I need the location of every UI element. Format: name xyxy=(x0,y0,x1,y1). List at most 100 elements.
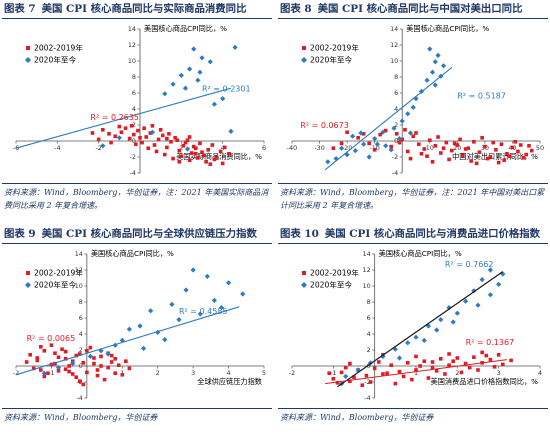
data-point-square xyxy=(425,154,429,158)
legend-marker-diamond xyxy=(25,57,31,63)
data-point-square xyxy=(101,128,105,132)
data-point-diamond xyxy=(425,323,431,329)
data-point-diamond xyxy=(116,135,122,141)
data-point-square xyxy=(95,368,100,372)
y-axis-label: 美国核心商品CPI同比，% xyxy=(91,249,174,258)
data-point-diamond xyxy=(187,66,193,72)
legend-label: 2020年至今 xyxy=(34,55,77,65)
data-point-square xyxy=(99,354,103,359)
x-tick-label: 6 xyxy=(262,144,266,152)
data-point-square xyxy=(477,150,482,154)
x-tick-label: -4 xyxy=(54,144,60,152)
y-tick-label: -2 xyxy=(130,153,136,161)
data-point-diamond xyxy=(355,367,361,373)
data-point-square xyxy=(214,155,219,159)
data-point-square xyxy=(53,351,57,355)
data-point-diamond xyxy=(487,267,493,273)
data-point-square xyxy=(169,140,173,144)
data-point-square xyxy=(167,132,171,136)
data-point-square xyxy=(416,142,421,146)
legend-marker-square xyxy=(26,46,30,50)
data-point-diamond xyxy=(211,297,217,303)
data-point-diamond xyxy=(352,148,358,154)
data-point-square xyxy=(488,357,493,362)
x-tick-label: 5 xyxy=(262,369,266,377)
data-point-square xyxy=(49,343,54,347)
data-point-square xyxy=(148,131,153,135)
data-point-square xyxy=(191,144,196,149)
r-squared-label: R² = 0.4585 xyxy=(179,307,228,316)
data-point-square xyxy=(95,373,100,378)
data-point-diamond xyxy=(500,271,506,277)
data-point-square xyxy=(56,369,61,373)
r-squared-label: R² = 0.2635 xyxy=(90,113,139,122)
data-point-diamond xyxy=(199,55,205,61)
data-point-square xyxy=(427,138,432,142)
data-point-square xyxy=(70,372,75,376)
data-point-square xyxy=(331,377,336,381)
y-tick-label: 14 xyxy=(75,250,83,258)
data-point-square xyxy=(418,364,422,368)
data-point-square xyxy=(152,143,157,147)
data-point-diamond xyxy=(169,301,175,307)
data-point-square xyxy=(461,153,465,158)
y-tick-label: 6 xyxy=(132,89,136,97)
data-point-square xyxy=(430,160,435,164)
data-point-square xyxy=(113,134,117,138)
data-point-square xyxy=(77,379,82,383)
data-point-square xyxy=(422,147,427,151)
data-point-square xyxy=(35,358,40,363)
legend-marker-square xyxy=(302,46,306,50)
x-tick-label: -2 xyxy=(13,369,19,377)
data-point-square xyxy=(469,159,473,163)
data-point-square xyxy=(96,137,101,142)
data-point-diamond xyxy=(148,308,154,314)
data-point-square xyxy=(368,380,373,384)
y-tick-label: 10 xyxy=(390,57,398,65)
data-point-square xyxy=(187,135,192,139)
data-point-square xyxy=(81,382,86,387)
data-point-square xyxy=(28,353,32,357)
data-point-diamond xyxy=(410,104,416,110)
x-tick-label: 3 xyxy=(497,369,501,377)
data-point-square xyxy=(88,345,93,350)
data-point-square xyxy=(185,138,190,142)
y-tick-label: 2 xyxy=(394,121,398,129)
data-point-square xyxy=(372,148,377,152)
data-point-square xyxy=(447,363,451,367)
trend-line xyxy=(325,359,507,385)
data-point-square xyxy=(165,145,169,150)
data-point-square xyxy=(109,140,113,145)
data-point-square xyxy=(35,356,40,360)
trend-line xyxy=(337,271,504,388)
data-point-square xyxy=(220,161,225,166)
y-tick-label: 6 xyxy=(394,89,398,97)
data-point-diamond xyxy=(184,146,191,152)
y-tick-label: 8 xyxy=(79,298,83,306)
data-point-square xyxy=(430,360,435,364)
data-point-square xyxy=(383,128,388,133)
data-point-square xyxy=(163,152,167,157)
data-point-diamond xyxy=(407,130,414,136)
data-point-square xyxy=(397,140,402,145)
data-point-diamond xyxy=(450,319,456,325)
data-point-square xyxy=(109,353,114,358)
data-point-square xyxy=(496,160,501,165)
data-point-square xyxy=(39,345,43,349)
data-point-square xyxy=(499,142,504,146)
data-point-square xyxy=(120,373,125,377)
data-point-square xyxy=(46,371,50,375)
data-point-diamond xyxy=(405,111,411,117)
data-point-square xyxy=(510,145,515,150)
x-tick-label: 10 xyxy=(426,144,434,152)
data-point-diamond xyxy=(438,317,444,323)
chart-legend: 2002-2019年 2020年至今 xyxy=(25,43,83,65)
x-axis-label: 美国消费品进口价格指数同比，% xyxy=(431,377,539,386)
data-point-square xyxy=(85,349,89,353)
data-point-square xyxy=(408,156,413,161)
data-point-square xyxy=(447,352,451,356)
data-point-square xyxy=(177,148,182,153)
x-tick-label: -2 xyxy=(289,369,295,377)
data-point-square xyxy=(196,156,200,160)
data-point-square xyxy=(63,367,68,371)
